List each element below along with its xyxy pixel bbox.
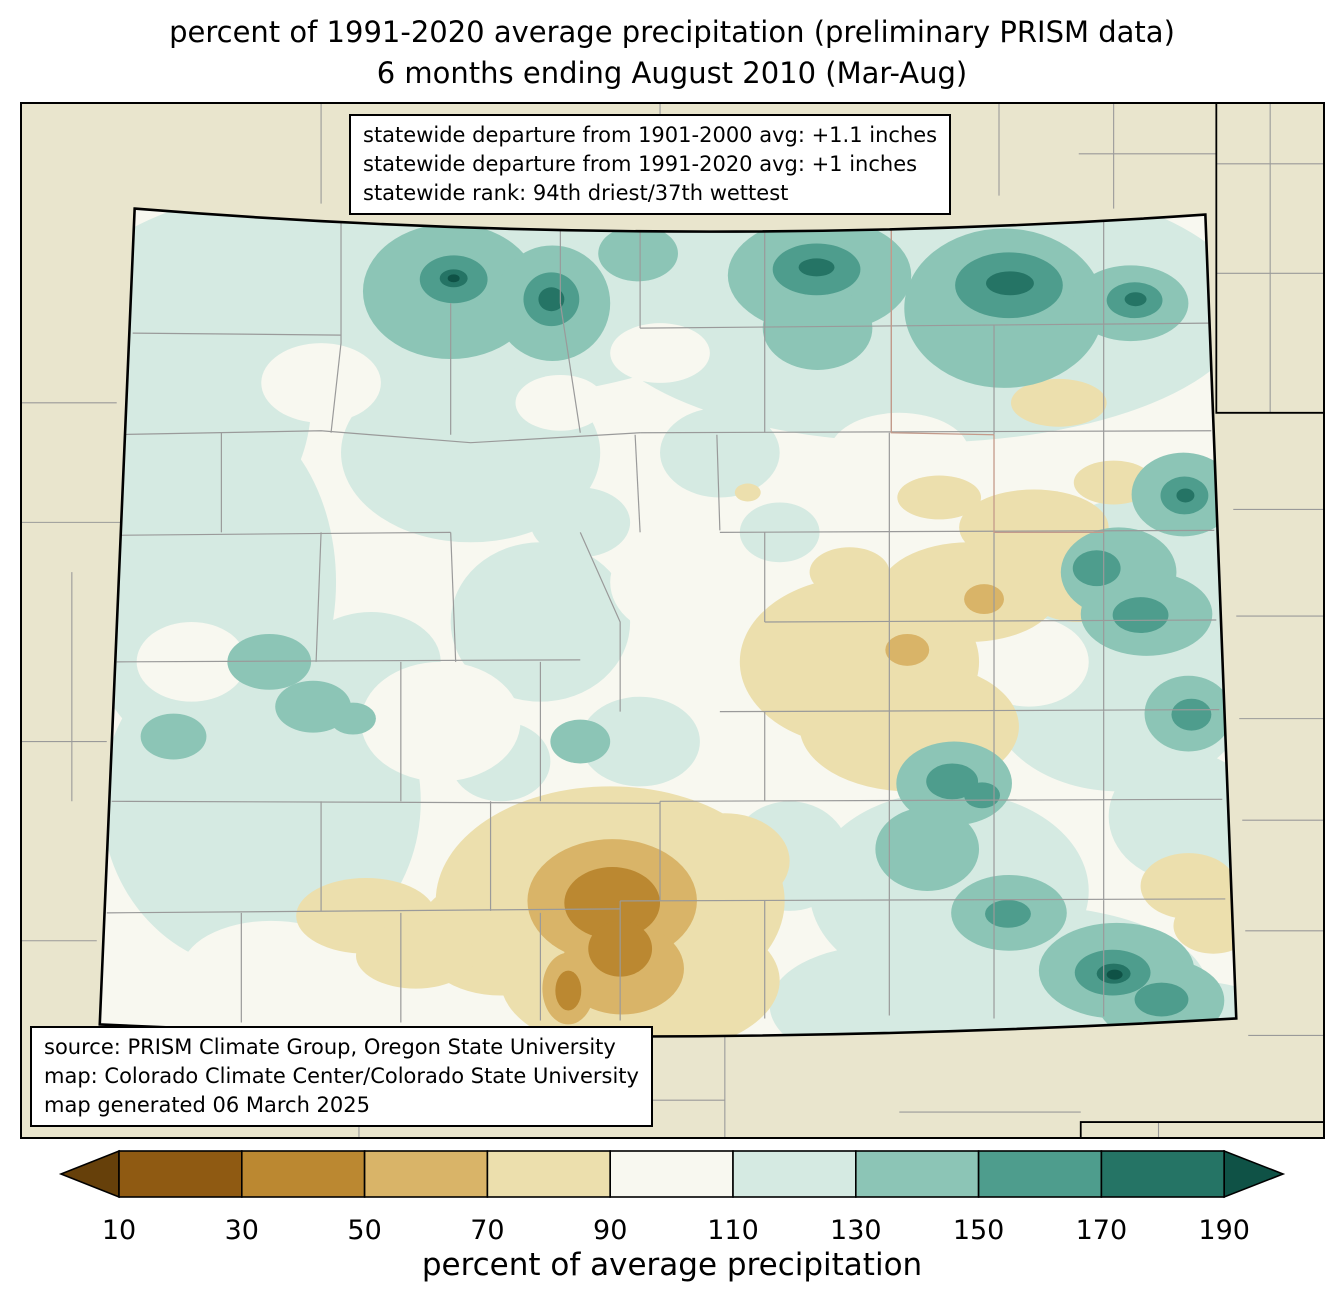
colorbar-segment	[977, 1150, 1103, 1199]
stats-line-3: statewide rank: 94th driest/37th wettest	[363, 181, 789, 206]
colorbar-tick-label: 190	[1198, 1215, 1250, 1246]
source-box: source: PRISM Climate Group, Oregon Stat…	[30, 1026, 653, 1128]
colorbar-tick-label: 170	[1076, 1215, 1128, 1246]
colorbar-segment	[486, 1150, 611, 1199]
colorbar-scale: 10 30 50 70 90 110 130 150 170 190	[58, 1150, 1286, 1246]
colorbar-arrow-high	[1223, 1150, 1286, 1199]
colorbar-tick-label: 30	[225, 1215, 259, 1246]
colorbar-tick-label: 150	[953, 1215, 1005, 1246]
nm-ok-border	[1079, 1121, 1323, 1138]
colorbar: 10 30 50 70 90 110 130 150 170 190	[57, 1147, 1287, 1247]
colorbar-segment	[118, 1150, 243, 1199]
colorbar-tick-label: 130	[830, 1215, 882, 1246]
colorbar-label: percent of average precipitation	[421, 1247, 923, 1284]
page-title: percent of 1991-2020 average precipitati…	[0, 0, 1344, 94]
colorbar-arrow-low	[58, 1150, 120, 1199]
map-panel: statewide departure from 1901-2000 avg: …	[20, 102, 1325, 1140]
wy-ne-border	[1215, 104, 1323, 415]
colorado-precipitation-map	[22, 104, 1323, 1138]
colorbar-segment	[854, 1150, 980, 1199]
stats-box: statewide departure from 1901-2000 avg: …	[349, 114, 952, 216]
county-boundaries	[106, 211, 1226, 1023]
title-line-1: percent of 1991-2020 average precipitati…	[169, 15, 1175, 49]
colorbar-segment	[363, 1150, 489, 1199]
stats-line-2: statewide departure from 1991-2020 avg: …	[363, 152, 918, 177]
colorbar-tick-label: 10	[102, 1215, 136, 1246]
colorbar-segment	[241, 1150, 366, 1199]
climate-division-boundaries	[890, 215, 1104, 534]
source-line-3: map generated 06 March 2025	[44, 1093, 371, 1118]
title-line-2: 6 months ending August 2010 (Mar-Aug)	[376, 56, 968, 91]
colorbar-tick-label: 70	[470, 1215, 504, 1246]
neighbor-states	[22, 104, 1323, 1138]
state-fill-region	[99, 208, 1237, 1037]
stats-line-1: statewide departure from 1901-2000 avg: …	[363, 123, 938, 148]
colorbar-segment	[1100, 1150, 1226, 1199]
colorbar-tick-label: 110	[707, 1215, 759, 1246]
contour-gt-190	[447, 274, 1123, 980]
colorbar-tick-label: 90	[593, 1215, 627, 1246]
colorbar-segment	[732, 1150, 857, 1199]
source-line-2: map: Colorado Climate Center/Colorado St…	[44, 1064, 639, 1089]
contour-170-190	[439, 258, 1195, 984]
source-line-1: source: PRISM Climate Group, Oregon Stat…	[44, 1035, 616, 1060]
colorbar-tick-label: 50	[347, 1215, 381, 1246]
colorbar-segment	[609, 1150, 734, 1199]
